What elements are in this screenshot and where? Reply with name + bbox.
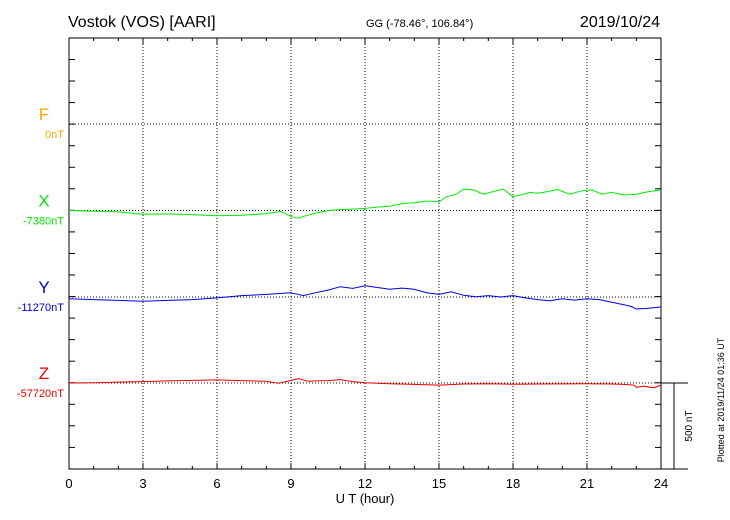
x-tick-label: 0 [65,476,72,491]
x-tick-label: 9 [287,476,294,491]
series-name-z: Z [39,364,49,383]
x-tick-label: 21 [580,476,594,491]
series-labels: F 0nT X -7380nT Y -11270nT Z -57720nT [17,105,64,400]
x-axis-label: U T (hour) [336,491,395,506]
coordinates-label: GG (-78.46°, 106.84°) [366,18,473,30]
scale-bar: 500 nT [661,382,695,470]
scale-bar-label: 500 nT [684,410,695,441]
plotted-timestamp: Plotted at 2019/11/24 01:36 UT [716,337,726,462]
x-tick-label: 18 [506,476,520,491]
x-tick-label: 6 [213,476,220,491]
series-baseline-f: 0nT [45,129,64,141]
series-lines [68,188,662,389]
x-tick-label: 24 [654,476,668,491]
series-name-f: F [39,105,49,124]
series-line-z [68,378,662,389]
plot-grid [69,38,661,470]
date-label: 2019/10/24 [580,14,660,31]
x-tick-label: 3 [139,476,146,491]
series-baseline-z: -57720nT [17,388,64,400]
series-name-x: X [38,192,49,211]
series-name-y: Y [38,278,49,297]
series-baseline-y: -11270nT [18,302,65,314]
x-axis: 0 3 6 9 12 15 18 21 24 [65,38,668,491]
station-title: Vostok (VOS) [AARI] [68,14,216,31]
series-line-x [68,188,662,219]
series-line-y [68,285,662,310]
series-baseline-x: -7380nT [23,216,64,228]
x-tick-label: 15 [432,476,446,491]
x-tick-label: 12 [358,476,372,491]
